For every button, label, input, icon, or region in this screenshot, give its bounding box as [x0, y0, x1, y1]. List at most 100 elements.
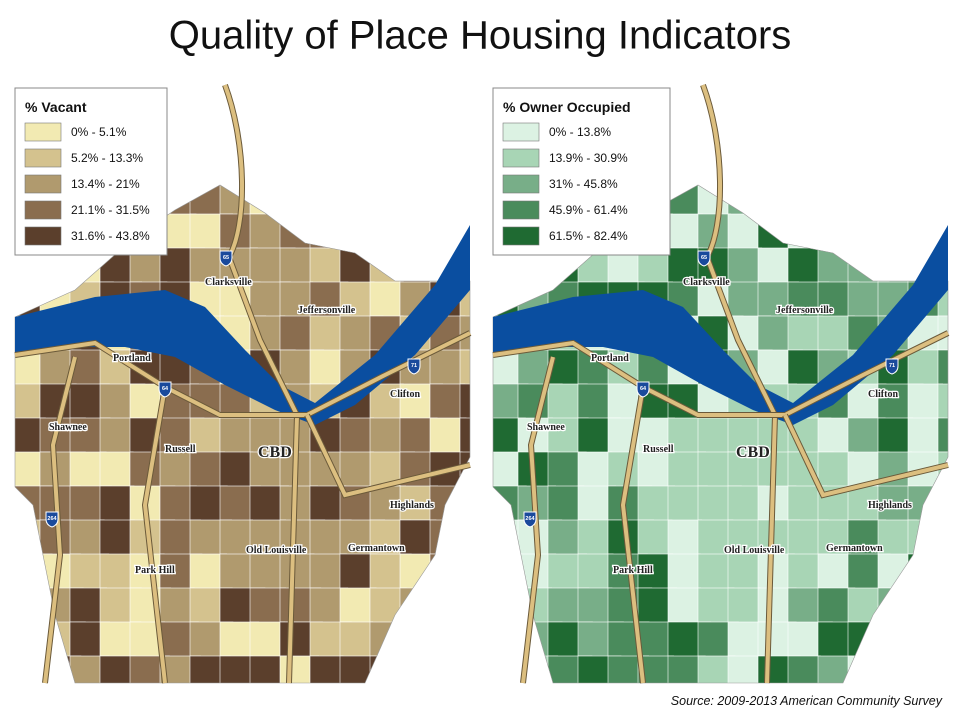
- tract: [69, 519, 105, 557]
- interstate-number: 71: [889, 363, 895, 369]
- legend-swatch: [24, 200, 62, 220]
- tract: [99, 485, 135, 526]
- place-label: Germantown: [348, 543, 405, 554]
- tract: [937, 383, 948, 426]
- tract: [667, 553, 701, 590]
- place-label: Russell: [643, 444, 674, 455]
- interstate-number: 65: [701, 255, 707, 261]
- legend-swatch: [24, 148, 62, 168]
- tract: [787, 315, 824, 353]
- interstate-number: 64: [640, 386, 647, 392]
- road: [43, 356, 77, 684]
- legend: % Vacant 0% - 5.1% 5.2% - 13.3% 13.4% - 21%…: [14, 87, 168, 256]
- interstate-shield: [158, 381, 172, 398]
- place-label: Clifton: [868, 389, 898, 400]
- place-label: Old Louisville: [246, 545, 307, 556]
- place-label: Jeffersonville: [776, 305, 834, 316]
- tract: [309, 655, 344, 683]
- interstate-number: 264: [525, 516, 535, 522]
- tract: [129, 553, 165, 592]
- river: [15, 225, 470, 425]
- interstate-shield: [636, 381, 650, 398]
- legend-label: 13.4% - 21%: [71, 177, 140, 191]
- tract: [937, 349, 948, 393]
- place-label: Park Hill: [613, 565, 653, 576]
- legend-label: 13.9% - 30.9%: [549, 151, 628, 165]
- road: [783, 414, 949, 498]
- legend: % Owner Occupied 0% - 13.8% 13.9% - 30.9% 3…: [492, 87, 671, 256]
- interstate-shield: [407, 358, 421, 375]
- tract: [339, 451, 374, 493]
- tract: [99, 655, 136, 683]
- interstate-shield: [45, 511, 59, 528]
- tract: [727, 553, 763, 591]
- place-label: Portland: [113, 353, 151, 364]
- tract: [937, 281, 948, 328]
- legend-swatch: [24, 226, 62, 246]
- tract: [727, 655, 764, 683]
- tract: [459, 349, 470, 386]
- tract: [637, 519, 673, 556]
- legend-swatch: [24, 174, 62, 194]
- tract: [937, 417, 948, 453]
- tract: [459, 417, 470, 460]
- road: [620, 386, 645, 684]
- legend-title: % Vacant: [25, 99, 87, 115]
- place-label: Portland: [591, 353, 629, 364]
- land-outline: [14, 184, 471, 684]
- tract: [847, 485, 881, 526]
- place-label: Highlands: [868, 500, 912, 511]
- tract: [249, 621, 286, 658]
- place-label: Clarksville: [205, 277, 252, 288]
- interstate-shield: [219, 250, 233, 267]
- legend-title: % Owner Occupied: [503, 99, 631, 115]
- tract: [667, 519, 703, 560]
- tract: [697, 519, 734, 560]
- river: [493, 225, 948, 425]
- interstate-number: 264: [47, 516, 57, 522]
- interstate-shield: [697, 250, 711, 267]
- source-note: Source: 2009-2013 American Community Sur…: [671, 694, 943, 708]
- legend-label: 5.2% - 13.3%: [71, 151, 143, 165]
- tract: [279, 553, 315, 594]
- map: 65 64 71 264 Clarksville Jeffersonville Portla…: [14, 83, 472, 684]
- slide-title: Quality of Place Housing Indicators: [169, 14, 792, 58]
- road: [492, 331, 949, 417]
- place-label: Park Hill: [135, 565, 175, 576]
- interstate-shield: [523, 511, 537, 528]
- interstate-number: 64: [162, 386, 169, 392]
- tract: [817, 417, 852, 457]
- interstate-number: 71: [411, 363, 417, 369]
- interstate-number: 65: [223, 255, 229, 261]
- road: [14, 331, 471, 417]
- road: [521, 356, 555, 684]
- place-label: Jeffersonville: [298, 305, 356, 316]
- legend-label: 21.1% - 31.5%: [71, 203, 150, 217]
- tract: [219, 655, 253, 683]
- place-label: Shawnee: [49, 422, 87, 433]
- place-label: Germantown: [826, 543, 883, 554]
- legend-label: 31% - 45.8%: [549, 177, 618, 191]
- legend-swatch: [502, 226, 540, 246]
- tract: [817, 553, 851, 593]
- place-label: CBD: [258, 444, 292, 461]
- place-label: CBD: [736, 444, 770, 461]
- legend-label: 0% - 5.1%: [71, 125, 127, 139]
- place-label: Old Louisville: [724, 545, 785, 556]
- tract: [429, 383, 466, 420]
- interstate-shield: [885, 358, 899, 375]
- legend-swatch: [502, 122, 540, 142]
- legend-label: 31.6% - 43.8%: [71, 229, 150, 243]
- legend-swatch: [502, 148, 540, 168]
- tract: [369, 281, 404, 320]
- legend-label: 0% - 13.8%: [549, 125, 611, 139]
- place-label: Clarksville: [683, 277, 730, 288]
- road: [305, 414, 471, 498]
- road: [142, 386, 167, 684]
- legend-swatch: [24, 122, 62, 142]
- legend-swatch: [502, 200, 540, 220]
- place-label: Clifton: [390, 389, 420, 400]
- legend-label: 45.9% - 61.4%: [549, 203, 628, 217]
- tract: [787, 655, 821, 683]
